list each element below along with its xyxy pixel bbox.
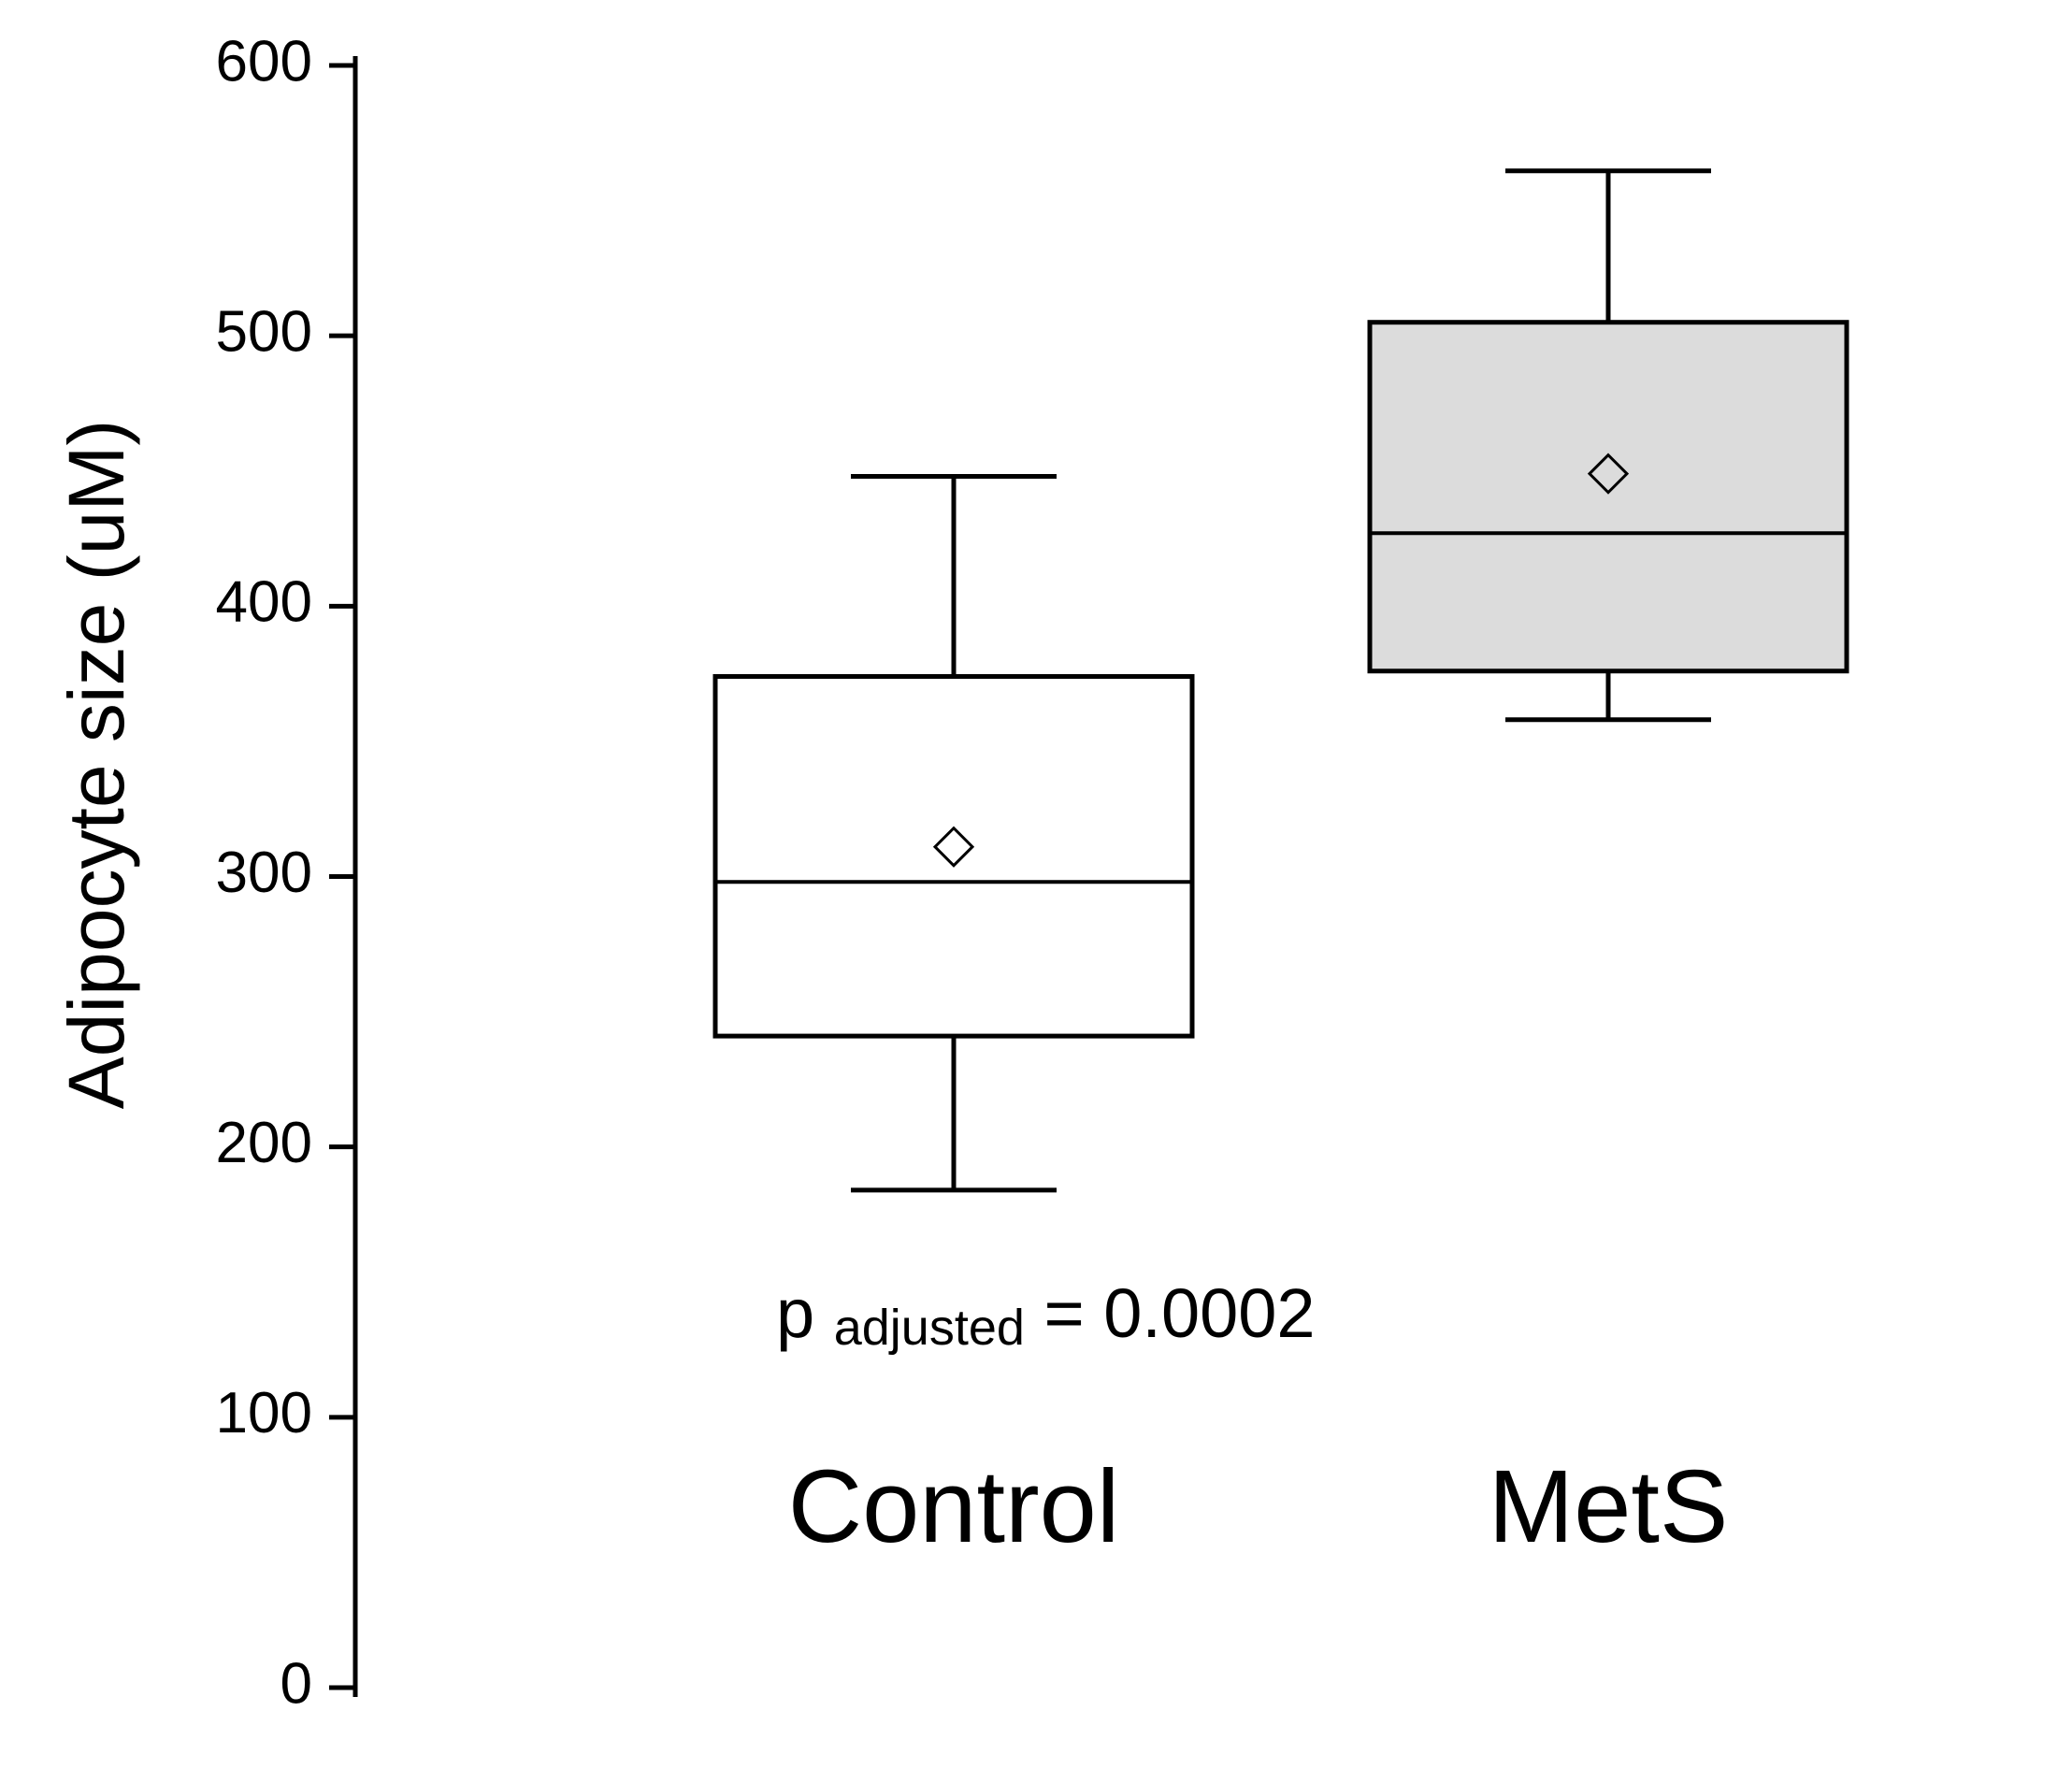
y-tick-label: 300 (216, 841, 312, 905)
category-label-control: Control (788, 1449, 1120, 1564)
y-axis-label: Adipocyte size (uM) (52, 420, 140, 1110)
y-tick-label: 600 (216, 29, 312, 93)
category-label-mets: MetS (1489, 1449, 1729, 1564)
box-rect (1370, 323, 1847, 671)
y-tick-label: 100 (216, 1381, 312, 1445)
boxplot-chart: 0 100 200 300 400 500 600 Adipocyte size (uM) Co… (0, 0, 2072, 1783)
y-tick-label: 500 (216, 300, 312, 365)
y-tick-label: 400 (216, 570, 312, 635)
box-rect (715, 677, 1192, 1037)
y-tick-label: 0 (281, 1651, 312, 1716)
y-tick-label: 200 (216, 1111, 312, 1175)
